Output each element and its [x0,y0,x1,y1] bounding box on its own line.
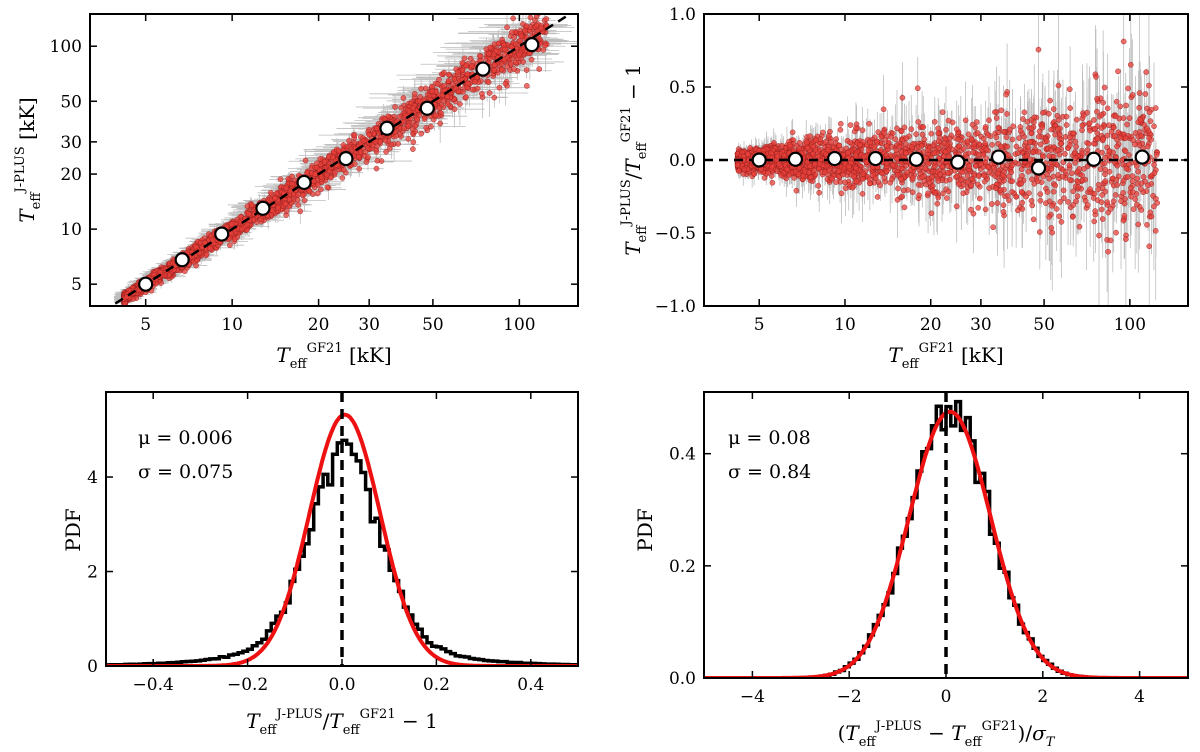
data-point [464,71,471,77]
data-point [418,130,425,137]
data-point [463,62,469,69]
data-point [327,174,334,181]
data-point [495,40,502,47]
data-point [245,211,252,217]
data-point [395,141,401,147]
data-point [238,226,245,232]
data-point [445,71,452,78]
data-point [228,221,235,227]
data-point [267,189,274,196]
data-point [374,125,380,132]
data-point [405,122,412,129]
data-point [282,201,289,208]
data-point [227,242,233,248]
data-point [318,186,324,193]
data-point [469,62,475,69]
data-point [314,190,321,197]
data-point [356,165,363,172]
data-point [486,90,493,96]
data-point [277,176,284,183]
data-point [289,173,295,180]
data-point [386,145,393,152]
data-point [352,161,358,167]
data-point [410,139,417,145]
data-point [373,165,380,172]
data-point [410,146,416,152]
data-point [463,94,469,100]
data-point [433,112,439,119]
data-point [377,138,383,145]
data-point [374,157,381,164]
data-point [459,60,466,66]
data-point [324,184,331,191]
data-point [542,42,549,49]
data-point [543,16,550,22]
data-point [231,236,238,242]
data-point [317,156,324,162]
data-point [411,91,418,97]
data-point [258,216,264,223]
data-point [383,149,389,155]
data-point [405,136,412,142]
data-point [496,84,503,91]
data-point [510,66,517,72]
data-point [528,56,535,63]
data-point [332,169,338,176]
data-point [498,66,505,73]
data-point [485,79,492,85]
data-point [294,196,301,203]
data-point [461,55,468,62]
data-point [434,81,441,87]
data-point [416,112,423,119]
data-point [295,202,301,208]
data-point [510,15,516,22]
data-point [299,192,306,199]
data-point [301,197,308,204]
data-point [363,159,370,165]
data-point [423,125,429,131]
data-point [492,48,499,54]
data-point [302,157,309,164]
data-point [455,69,461,75]
data-point [445,78,452,84]
data-point [421,116,428,122]
data-point [418,85,424,92]
data-point [533,22,540,29]
data-point [283,185,290,191]
data-point [502,80,509,87]
data-point [398,104,405,111]
data-point [365,154,371,160]
data-point [340,166,347,173]
data-point [429,83,435,90]
data-point [437,120,443,127]
data-point [317,161,324,168]
data-point [366,131,372,138]
data-point [501,56,508,63]
data-point [533,14,540,20]
data-point [248,202,255,208]
data-point [289,180,295,187]
data-point [441,69,447,76]
data-point [297,208,304,215]
data-point [283,208,290,214]
data-point [491,62,498,68]
data-point [476,53,483,59]
data-point [382,137,389,144]
data-point [479,90,485,97]
data-point [491,94,498,101]
data-point [321,159,328,165]
data-point [396,113,403,120]
data-point [400,95,407,101]
data-point [485,50,492,57]
data-point [445,101,451,107]
data-point [339,175,346,181]
data-point [474,74,481,81]
data-point [504,24,510,31]
